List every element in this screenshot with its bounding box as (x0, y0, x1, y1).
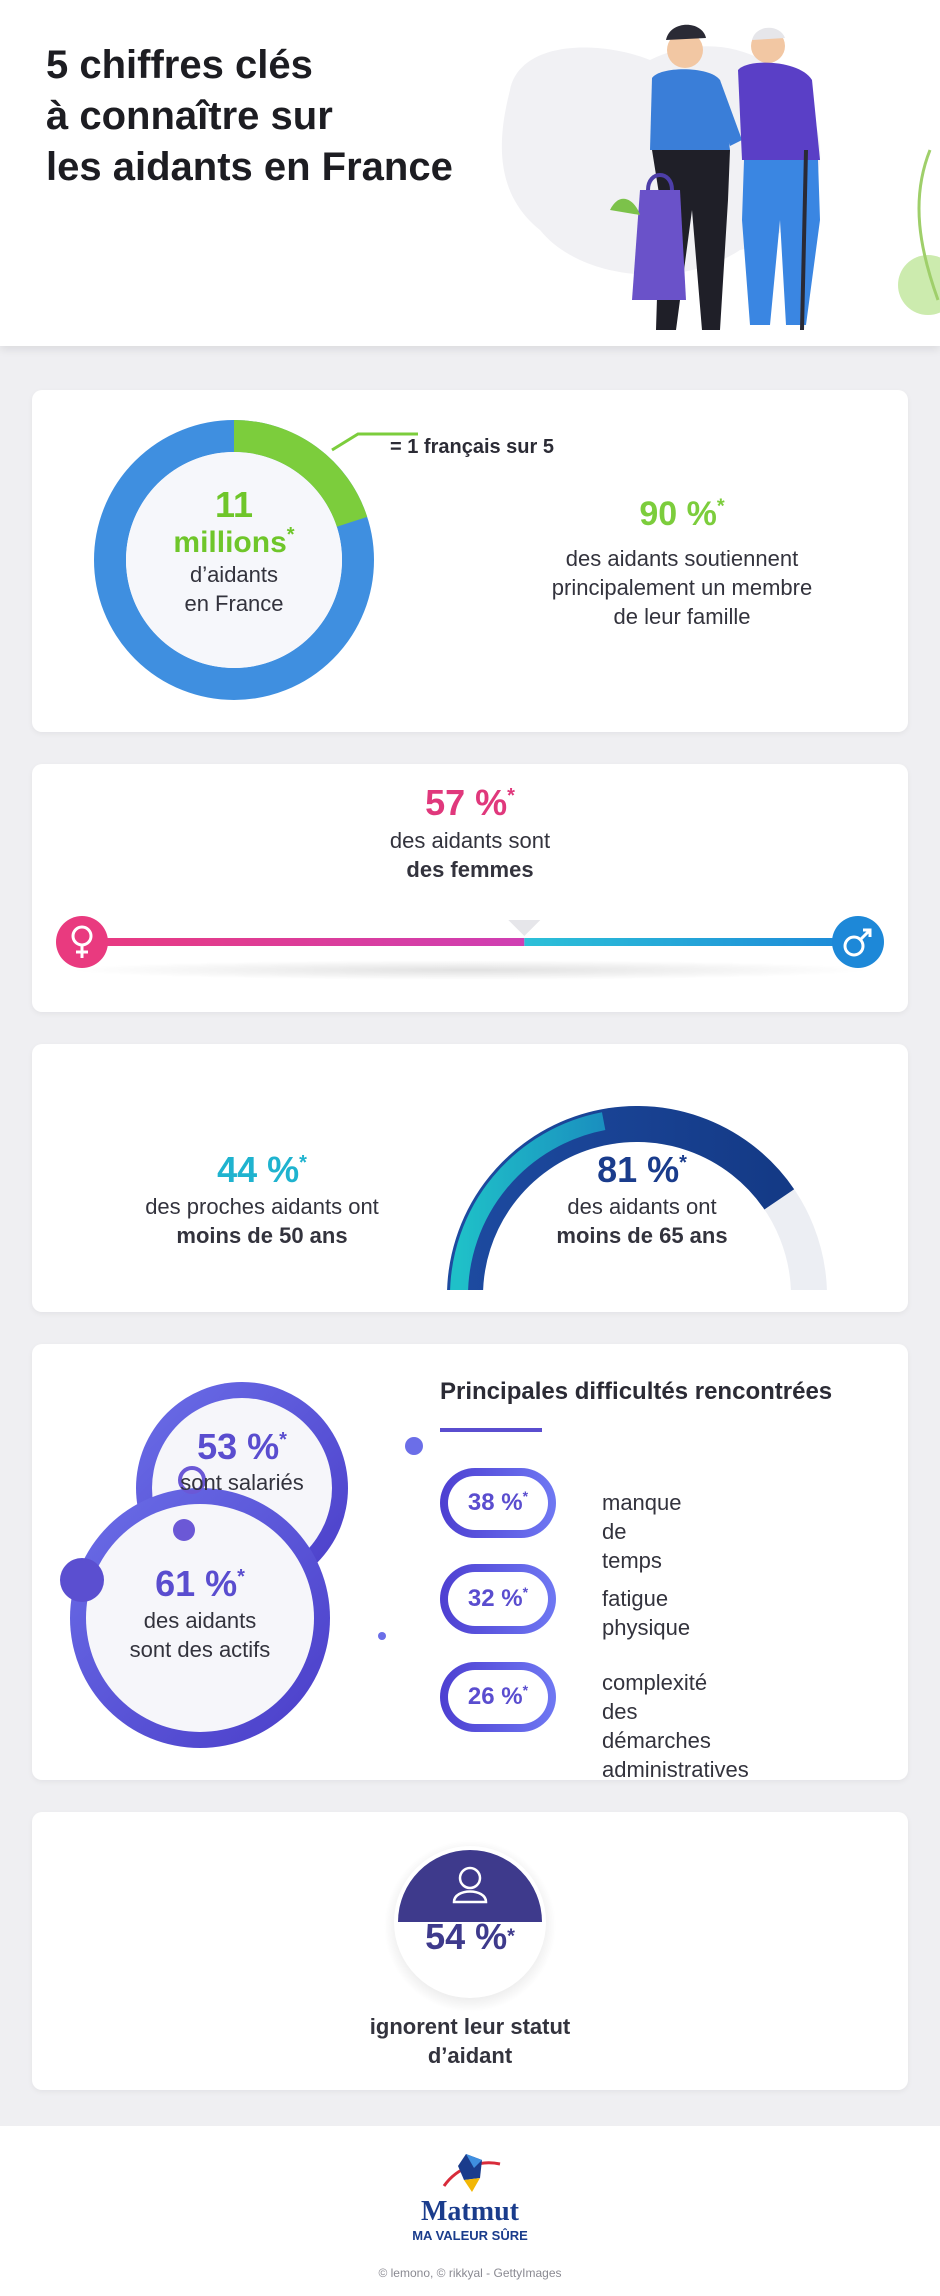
age-65-line-1: des aidants ont (567, 1194, 717, 1219)
age-50-line-2: moins de 50 ans (176, 1223, 348, 1248)
brand-tagline: MA VALEUR SÛRE (412, 2228, 528, 2243)
page-title: 5 chiffres clés à connaître sur les aida… (46, 40, 453, 193)
donut-center (126, 452, 342, 668)
active-line-1: des aidants (143, 1608, 257, 1633)
family-stat-line-3: de leur famille (613, 604, 751, 629)
age-65-stat: 81 %* des aidants ont moins de 65 ans (492, 1148, 792, 1250)
donut-star: * (286, 524, 295, 546)
salaried-star: * (279, 1429, 287, 1451)
image-credits: © lemono, © rikkyal - GettyImages (378, 2266, 562, 2280)
family-stat-value: 90 % (639, 495, 717, 533)
difficulties-heading: Principales difficultés rencontrées (440, 1378, 833, 1405)
matmut-logo (442, 2154, 501, 2192)
difficulty-star: * (522, 1584, 529, 1600)
status-value: 54 %* (380, 1916, 560, 1958)
salaried-stat: 53 %* sont salariés (152, 1426, 332, 1497)
difficulty-label: fatigue physique (602, 1584, 690, 1642)
family-stat: 90 %* des aidants soutiennent principale… (512, 492, 852, 631)
card-employment: 53 %* sont salariés 61 %* des aidants so… (32, 1344, 908, 1782)
arc-44-segment (450, 1112, 606, 1297)
active-stat: 61 %* des aidants sont des actifs (100, 1562, 300, 1664)
status-line-1: ignorent leur statut (369, 2014, 571, 2039)
difficulty-label-line-1: fatigue physique (602, 1586, 691, 1640)
male-symbol-icon (832, 916, 884, 968)
callout-line (331, 432, 418, 452)
age-50-value: 44 % (217, 1149, 300, 1190)
female-symbol-icon (56, 916, 108, 968)
active-star: * (237, 1566, 245, 1588)
donut-label: 11 millions* d’aidants en France (134, 484, 334, 618)
donut-number: 11 (214, 484, 254, 525)
difficulty-pill: 38 %* (440, 1468, 556, 1538)
difficulty-label: complexité des démarches administratives (602, 1668, 749, 1784)
gender-stat-star: * (507, 785, 515, 807)
gender-stat-value: 57 % (425, 782, 508, 823)
status-badge (384, 1840, 556, 2012)
age-65-line-2: moins de 65 ans (556, 1223, 728, 1248)
male-bar-segment (524, 938, 858, 946)
donut-segment-share (94, 420, 374, 700)
age-65-star: * (679, 1152, 687, 1174)
heading-underline (440, 1428, 542, 1432)
age-50-stat: 44 %* des proches aidants ont moins de 5… (72, 1148, 452, 1250)
difficulty-label-line-1: complexité des démarches (602, 1670, 711, 1753)
card-gender: 57 %* des aidants sont des femmes (32, 764, 908, 1012)
status-value-star: * (507, 1925, 515, 1948)
split-marker (508, 920, 541, 936)
caregivers-illustration (501, 24, 940, 331)
brand-name: Matmut (421, 2196, 519, 2227)
donut-text-1: d’aidants (189, 562, 279, 587)
status-line-2: d’aidant (427, 2043, 513, 2068)
difficulty-star: * (522, 1682, 529, 1698)
difficulty-value: 38 % (467, 1489, 523, 1516)
employment-bubbles (60, 1382, 423, 1748)
age-65-value: 81 % (597, 1149, 680, 1190)
age-50-star: * (299, 1152, 307, 1174)
gender-stat-line-1: des aidants sont (389, 828, 551, 853)
active-value: 61 % (155, 1563, 238, 1604)
age-50-line-1: des proches aidants ont (145, 1194, 379, 1219)
family-stat-line-2: principalement un membre (551, 575, 813, 600)
family-stat-star: * (716, 495, 725, 518)
donut-chart (94, 420, 374, 700)
status-value-number: 54 % (425, 1916, 508, 1957)
family-stat-line-1: des aidants soutiennent (565, 546, 799, 571)
gender-stat: 57 %* des aidants sont des femmes (270, 780, 670, 884)
title-line-1: 5 chiffres clés (46, 43, 313, 87)
salaried-line: sont salariés (180, 1470, 304, 1495)
donut-unit: millions (173, 526, 287, 559)
gender-bar (56, 916, 884, 980)
salaried-value: 53 % (197, 1426, 280, 1467)
card-aidants-count: = 1 français sur 5 11 millions* d’aidant… (32, 390, 908, 732)
title-line-2: à connaître sur (46, 94, 333, 138)
difficulty-pill: 32 %* (440, 1564, 556, 1634)
age-arc-chart (372, 1106, 902, 1304)
active-line-2: sont des actifs (129, 1637, 271, 1662)
difficulty-label-line-1: manque de temps (602, 1490, 682, 1573)
card-age: 44 %* des proches aidants ont moins de 5… (32, 1044, 908, 1312)
difficulty-value: 26 % (467, 1683, 523, 1710)
difficulty-value: 32 % (467, 1585, 523, 1612)
user-icon (452, 1866, 488, 1904)
header: 5 chiffres clés à connaître sur les aida… (0, 0, 940, 346)
callout-text: = 1 français sur 5 (390, 436, 554, 458)
difficulty-label: manque de temps (602, 1488, 682, 1575)
footer: Matmut MA VALEUR SÛRE © lemono, © rikkya… (0, 2126, 940, 2296)
gender-stat-line-2: des femmes (406, 857, 534, 882)
donut-text-2: en France (184, 591, 284, 616)
difficulty-pill: 26 %* (440, 1662, 556, 1732)
title-line-3: les aidants en France (46, 145, 453, 189)
status-text: ignorent leur statut d’aidant (270, 2012, 670, 2070)
difficulty-label-line-2: administratives (602, 1757, 749, 1782)
female-bar-segment (82, 938, 525, 946)
difficulty-star: * (522, 1488, 529, 1504)
card-status: 54 %* ignorent leur statut d’aidant (32, 1812, 908, 2090)
